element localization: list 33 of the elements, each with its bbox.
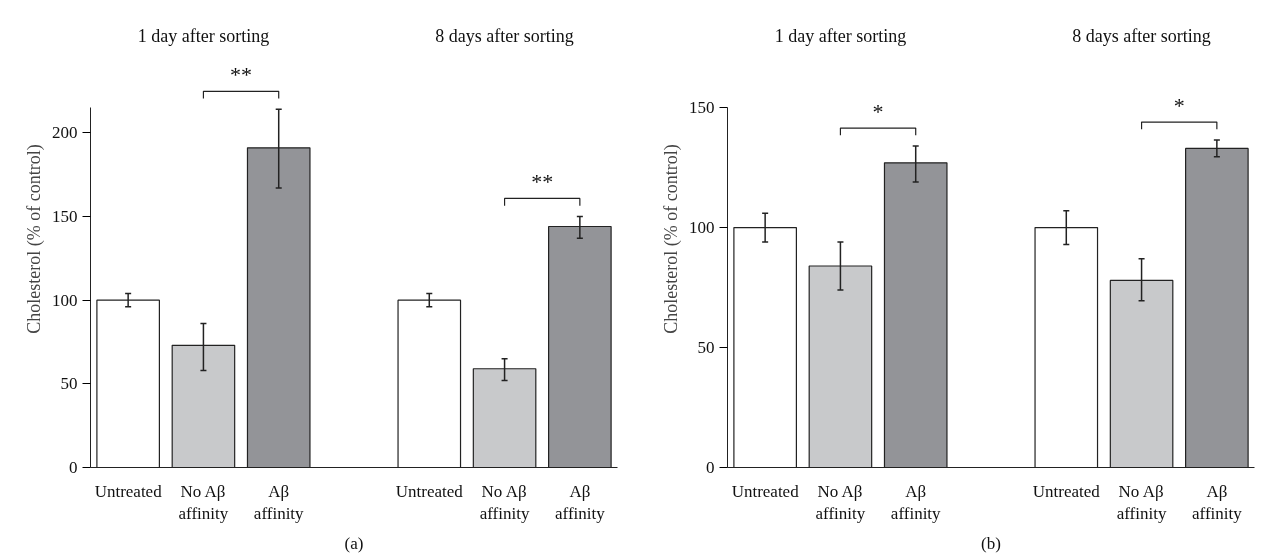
y-axis-title: Cholesterol (% of control)	[24, 144, 45, 334]
y-axis-title: Cholesterol (% of control)	[661, 144, 682, 334]
y-tick-label: 50	[697, 338, 715, 358]
x-tick-label: No Aβ affinity	[1116, 481, 1167, 524]
x-tick-label: Untreated	[395, 481, 464, 501]
text: (a)	[344, 533, 364, 553]
y-tick-label: 150	[52, 206, 78, 226]
x-tick-label: Aβ affinity	[1191, 481, 1243, 524]
x-tick-label: Untreated	[94, 481, 163, 501]
annotation: *	[1173, 93, 1185, 119]
annotation: **	[531, 169, 554, 195]
y-tick-label: 150	[689, 98, 715, 118]
text: 1 day after sorting	[774, 26, 907, 47]
y-tick-label: 100	[52, 290, 78, 310]
text: 8 days after sorting	[1072, 26, 1211, 47]
x-tick-label: Aβ affinity	[554, 481, 606, 524]
text: **	[230, 62, 253, 88]
y-tick-label: 200	[52, 123, 78, 143]
text: 1 day after sorting	[137, 26, 270, 47]
annotation: *	[872, 99, 884, 125]
text: 8 days after sorting	[435, 26, 574, 47]
y-tick-label: 0	[706, 458, 715, 477]
text: (b)	[981, 533, 1001, 553]
y-tick-label: 50	[60, 374, 78, 394]
x-tick-label: Aβ affinity	[253, 481, 305, 524]
x-tick-label: Untreated	[1032, 481, 1101, 501]
x-tick-label: No Aβ affinity	[815, 481, 866, 524]
x-tick-label: Untreated	[731, 481, 800, 501]
y-tick-label: 100	[689, 218, 715, 238]
x-tick-label: No Aβ affinity	[479, 481, 530, 524]
x-tick-label: No Aβ affinity	[178, 481, 229, 524]
x-tick-label: Aβ affinity	[890, 481, 942, 524]
y-tick-label: 0	[69, 458, 78, 477]
